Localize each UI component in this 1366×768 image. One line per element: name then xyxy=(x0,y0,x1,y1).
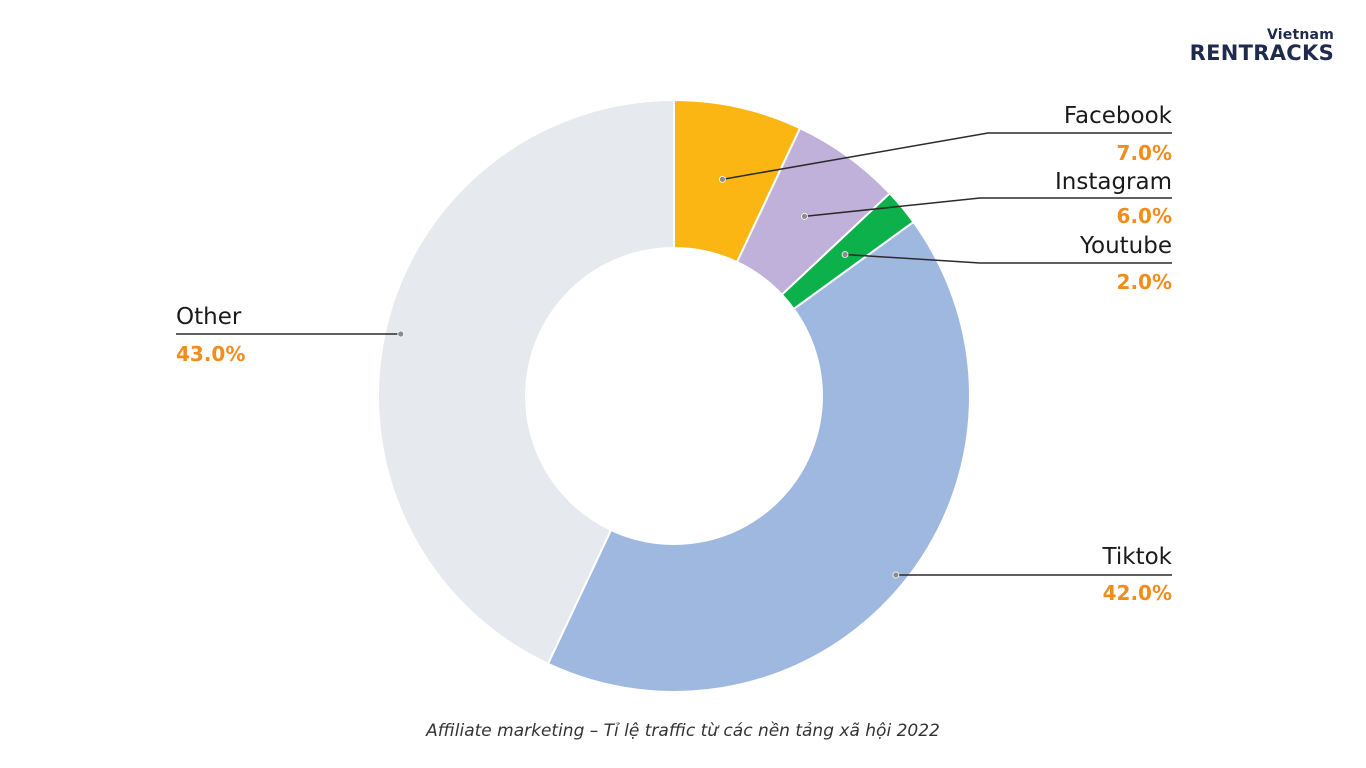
label-instagram-percent: 6.0% xyxy=(1117,204,1172,228)
chart-caption: Affiliate marketing – Tỉ lệ traffic từ c… xyxy=(426,721,940,741)
brand-logo: Vietnam RENTRACKS xyxy=(1190,28,1334,64)
label-youtube-leader-line xyxy=(845,253,1172,264)
logo-top-text: Vietnam xyxy=(1267,27,1334,43)
slice-tiktok xyxy=(546,220,971,693)
label-other-name: Other xyxy=(176,304,242,330)
label-tiktok-percent: 42.0% xyxy=(1103,581,1172,605)
label-youtube-percent: 2.0% xyxy=(1117,270,1172,294)
label-other-leader-dot xyxy=(397,330,405,338)
label-facebook-leader-dot xyxy=(719,175,726,183)
label-tiktok-leader-dot xyxy=(892,571,900,579)
label-facebook-leader-line xyxy=(722,132,1172,181)
slice-other xyxy=(377,98,675,666)
label-instagram-name: Instagram xyxy=(1055,169,1172,195)
label-youtube-name: Youtube xyxy=(1079,233,1172,259)
label-instagram-leader-dot xyxy=(801,212,808,220)
label-other-percent: 43.0% xyxy=(176,342,245,366)
label-youtube-leader-dot xyxy=(841,251,849,258)
label-facebook-name: Facebook xyxy=(1064,103,1173,129)
logo-main-text: RENTRACKS xyxy=(1189,41,1334,65)
label-tiktok-name: Tiktok xyxy=(1102,544,1173,570)
label-facebook-percent: 7.0% xyxy=(1117,141,1172,165)
label-instagram-leader-line xyxy=(804,197,1172,218)
